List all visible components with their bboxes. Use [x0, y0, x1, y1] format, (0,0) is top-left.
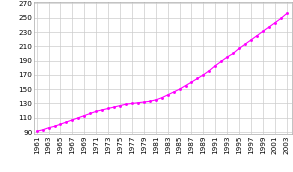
Point	[94, 110, 98, 113]
Point	[34, 130, 39, 133]
Point	[118, 104, 122, 107]
Point	[177, 88, 182, 90]
Point	[201, 73, 206, 76]
Point	[267, 26, 271, 28]
Point	[207, 69, 212, 72]
Point	[52, 125, 57, 128]
Point	[106, 107, 110, 110]
Point	[249, 39, 253, 41]
Point	[243, 43, 247, 46]
Point	[171, 91, 176, 93]
Point	[231, 52, 236, 55]
Point	[142, 101, 146, 103]
Point	[64, 121, 69, 123]
Point	[112, 106, 116, 108]
Point	[147, 100, 152, 103]
Point	[40, 128, 45, 131]
Point	[70, 119, 75, 121]
Point	[130, 102, 134, 105]
Point	[272, 21, 277, 24]
Point	[183, 84, 188, 87]
Point	[159, 96, 164, 99]
Point	[136, 101, 140, 104]
Point	[285, 12, 289, 15]
Point	[225, 56, 230, 58]
Point	[195, 77, 200, 80]
Point	[88, 112, 93, 115]
Point	[46, 126, 51, 129]
Point	[237, 47, 241, 50]
Point	[165, 94, 170, 96]
Point	[82, 114, 87, 117]
Point	[213, 64, 218, 67]
Point	[154, 99, 158, 101]
Point	[58, 123, 63, 126]
Point	[255, 34, 259, 37]
Point	[278, 17, 283, 20]
Point	[124, 103, 128, 106]
Point	[189, 81, 194, 83]
Point	[260, 30, 265, 33]
Point	[100, 109, 105, 111]
Point	[219, 60, 224, 63]
Point	[76, 116, 81, 119]
